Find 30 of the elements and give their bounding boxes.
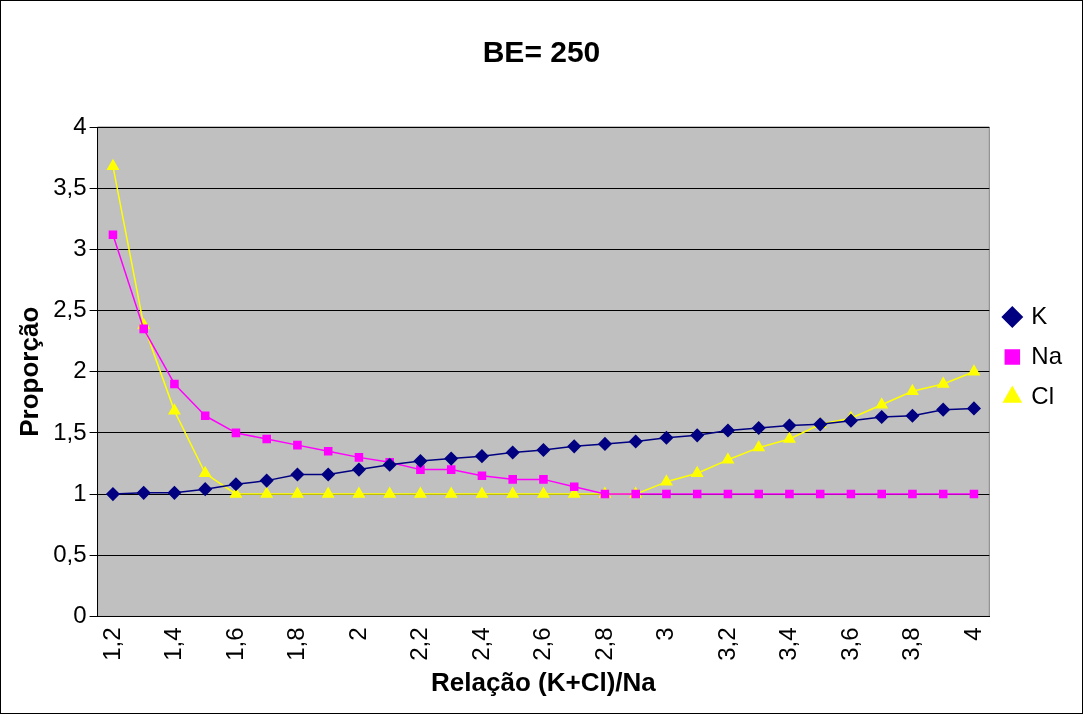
x-tick-label: 2 bbox=[343, 627, 371, 641]
x-tick-label: 1,6 bbox=[220, 627, 248, 661]
x-axis-title: Relação (K+Cl)/Na bbox=[431, 666, 657, 697]
chart-title: BE= 250 bbox=[482, 35, 601, 69]
x-tick-label: 3,6 bbox=[835, 627, 863, 661]
y-tick-label: 2,5 bbox=[53, 295, 87, 323]
y-tick-label: 3 bbox=[73, 233, 87, 261]
x-tick-label: 3,2 bbox=[712, 627, 740, 661]
y-tick-label: 0,5 bbox=[53, 539, 87, 567]
x-tick-label: 1,2 bbox=[97, 627, 125, 661]
x-tick-label: 2,8 bbox=[589, 627, 617, 661]
x-tick-label: 3 bbox=[651, 627, 679, 641]
legend-label: Na bbox=[1031, 341, 1063, 369]
x-tick-label: 4 bbox=[958, 627, 986, 641]
x-tick-label: 1,4 bbox=[159, 627, 187, 661]
x-tick-label: 3,4 bbox=[774, 627, 802, 661]
y-tick-label: 1,5 bbox=[53, 417, 87, 445]
x-tick-label: 1,8 bbox=[282, 627, 310, 661]
x-tick-label: 2,2 bbox=[405, 627, 433, 661]
y-tick-label: 2 bbox=[73, 356, 87, 384]
y-tick-label: 1 bbox=[73, 478, 87, 506]
x-tick-label: 3,8 bbox=[897, 627, 925, 661]
x-tick-label: 2,6 bbox=[528, 627, 556, 661]
y-tick-label: 3,5 bbox=[53, 172, 87, 200]
legend-label: Cl bbox=[1031, 381, 1054, 409]
x-tick-label: 2,4 bbox=[466, 627, 494, 661]
legend-label: K bbox=[1031, 301, 1048, 329]
y-tick-label: 0 bbox=[73, 601, 87, 629]
y-tick-label: 4 bbox=[73, 111, 87, 139]
y-axis-title: Proporção bbox=[13, 306, 44, 437]
